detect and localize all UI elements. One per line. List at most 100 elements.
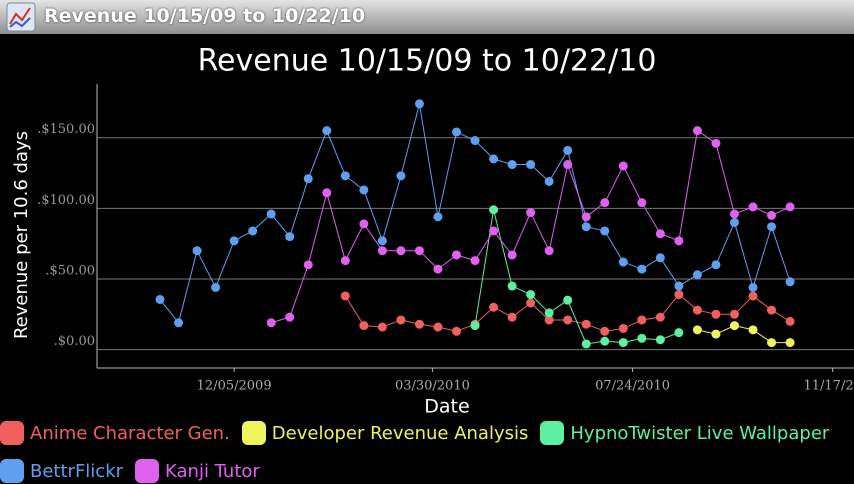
- legend-item: BettrFlickr: [0, 458, 123, 484]
- data-point: [785, 338, 795, 348]
- data-point: [655, 229, 665, 239]
- data-point: [674, 290, 684, 300]
- data-point: [692, 325, 702, 335]
- data-point: [377, 322, 387, 332]
- data-point: [470, 136, 480, 146]
- data-point: [692, 126, 702, 136]
- data-point: [359, 321, 369, 331]
- legend-label: Anime Character Gen.: [30, 422, 230, 444]
- legend-item: Anime Character Gen.: [0, 420, 230, 446]
- data-point: [248, 226, 258, 236]
- data-point: [618, 161, 628, 171]
- data-point: [581, 222, 591, 232]
- x-tick-label: 12/05/2009: [197, 379, 272, 394]
- data-point: [729, 209, 739, 219]
- chart-title: Revenue 10/15/09 to 10/22/10: [198, 44, 657, 79]
- data-point: [470, 256, 480, 266]
- data-point: [618, 323, 628, 333]
- data-point: [785, 277, 795, 287]
- legend-swatch: [135, 459, 160, 483]
- data-point: [266, 318, 276, 328]
- y-tick-label: .$0.00: [54, 334, 95, 349]
- data-point: [711, 329, 721, 339]
- data-point: [285, 232, 295, 242]
- data-point: [507, 281, 517, 291]
- legend-label: Developer Revenue Analysis: [271, 422, 529, 444]
- data-point: [489, 205, 499, 215]
- data-point: [322, 188, 332, 198]
- data-point: [767, 305, 777, 315]
- data-point: [544, 176, 554, 186]
- data-point: [359, 185, 369, 195]
- data-point: [526, 298, 536, 308]
- data-point: [711, 309, 721, 319]
- data-point: [340, 291, 350, 301]
- data-point: [396, 171, 406, 181]
- data-point: [711, 260, 721, 270]
- data-point: [600, 198, 610, 208]
- y-tick-label: .$50.00: [45, 263, 95, 278]
- window-title: Revenue 10/15/09 to 10/22/10: [44, 5, 366, 27]
- data-point: [192, 246, 202, 256]
- data-point: [285, 312, 295, 322]
- data-point: [544, 246, 554, 256]
- data-point: [489, 302, 499, 312]
- data-point: [414, 246, 424, 256]
- data-point: [266, 209, 276, 219]
- data-point: [674, 281, 684, 291]
- data-point: [748, 291, 758, 301]
- legend-item: HypnoTwister Live Wallpaper: [540, 420, 829, 446]
- data-point: [767, 338, 777, 348]
- legend-item: Developer Revenue Analysis: [241, 420, 529, 446]
- data-point: [359, 219, 369, 229]
- legend-swatch: [241, 421, 266, 445]
- data-point: [637, 198, 647, 208]
- data-point: [452, 250, 462, 260]
- data-point: [674, 328, 684, 338]
- data-point: [563, 295, 573, 305]
- data-point: [637, 264, 647, 274]
- data-point: [655, 335, 665, 345]
- data-point: [433, 212, 443, 222]
- data-point: [322, 126, 332, 136]
- data-point: [711, 138, 721, 148]
- y-axis-label: Revenue per 10.6 days: [11, 131, 32, 339]
- x-tick-label: 07/24/2010: [595, 379, 670, 394]
- app-icon: [6, 2, 36, 32]
- data-point: [618, 257, 628, 267]
- x-tick-label: 11/17/20: [803, 379, 854, 394]
- data-point: [563, 315, 573, 325]
- data-point: [452, 127, 462, 137]
- data-point: [729, 309, 739, 319]
- data-point: [563, 145, 573, 155]
- data-point: [600, 326, 610, 336]
- series-line: [474, 209, 680, 345]
- data-point: [155, 294, 165, 304]
- data-point: [340, 256, 350, 266]
- data-point: [396, 246, 406, 256]
- data-point: [414, 319, 424, 329]
- y-tick-label: .$100.00: [37, 193, 95, 208]
- data-point: [377, 236, 387, 246]
- legend-label: HypnoTwister Live Wallpaper: [570, 422, 830, 444]
- data-point: [174, 318, 184, 328]
- data-point: [729, 217, 739, 227]
- legend-item: Kanji Tutor: [135, 458, 260, 484]
- data-point: [637, 333, 647, 343]
- data-point: [748, 202, 758, 212]
- data-point: [655, 312, 665, 322]
- data-point: [470, 321, 480, 331]
- x-tick-label: 03/30/2010: [395, 379, 470, 394]
- data-point: [581, 339, 591, 349]
- data-point: [340, 171, 350, 181]
- data-point: [748, 325, 758, 335]
- data-point: [563, 160, 573, 170]
- data-point: [785, 316, 795, 326]
- data-point: [507, 160, 517, 170]
- data-point: [785, 202, 795, 212]
- data-point: [303, 260, 313, 270]
- x-axis-label: Date: [424, 396, 469, 418]
- data-point: [600, 336, 610, 346]
- data-point: [211, 282, 221, 292]
